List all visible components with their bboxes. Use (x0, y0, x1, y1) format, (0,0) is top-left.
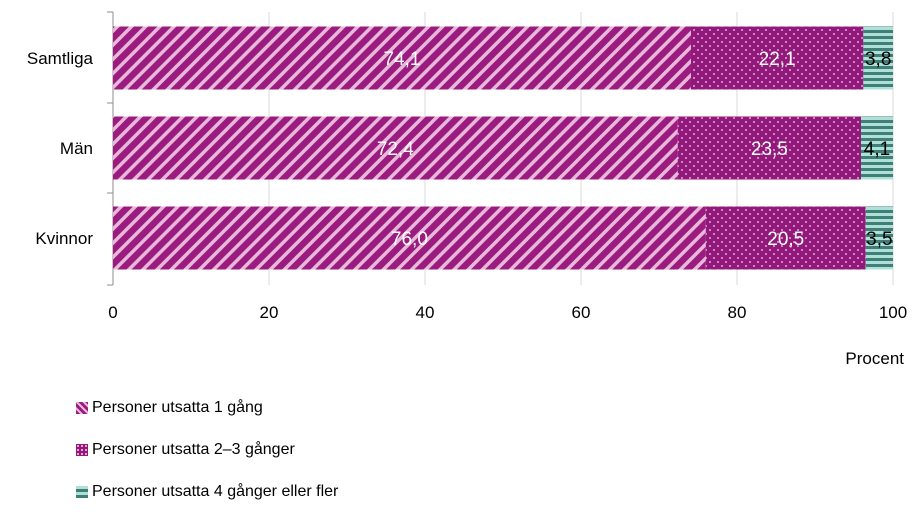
bar-segment (113, 26, 691, 90)
data-label: 20,5 (767, 229, 804, 250)
data-label: 23,5 (751, 139, 788, 160)
chart-svg: 0 20 40 60 80 100 Samtliga Män Kvinnor Procent 74… (27, 11, 907, 368)
bar-segment (113, 206, 706, 270)
x-axis-title: Procent (845, 349, 904, 368)
bar-segment (865, 206, 893, 270)
legend-swatch-diagonal (76, 402, 88, 414)
data-label: 3,8 (865, 49, 891, 70)
chart: 0 20 40 60 80 100 Samtliga Män Kvinnor Procent 74… (27, 11, 907, 500)
x-tick-label: 80 (728, 303, 747, 322)
bar-segment (705, 206, 866, 270)
x-tick-label: 0 (108, 303, 117, 322)
category-label: Samtliga (27, 49, 94, 68)
bar-segment (113, 116, 678, 180)
bar-segment (690, 26, 864, 90)
legend-item-4-plus-times: Personer utsatta 4 gånger eller fler (76, 482, 338, 502)
x-tick-label: 20 (260, 303, 279, 322)
data-label: 4,1 (864, 139, 890, 160)
legend-item-1-time: Personer utsatta 1 gång (76, 398, 338, 418)
data-label: 22,1 (759, 49, 796, 70)
legend-item-2-3-times: Personer utsatta 2–3 gånger (76, 440, 338, 460)
x-tick-label: 40 (416, 303, 435, 322)
data-label: 3,5 (866, 229, 892, 250)
x-tick-label: 60 (572, 303, 591, 322)
legend-label: Personer utsatta 2–3 gånger (92, 441, 295, 458)
data-label: 74,1 (383, 49, 420, 70)
category-label: Kvinnor (35, 229, 93, 248)
data-label: 76,0 (391, 229, 428, 250)
data-label: 72,4 (377, 139, 414, 160)
category-label: Män (60, 139, 93, 158)
legend-label: Personer utsatta 4 gånger eller fler (92, 483, 339, 500)
legend: Personer utsatta 1 gång Personer utsatta… (76, 398, 338, 524)
legend-swatch-hstripe (76, 486, 88, 498)
bar-segment (677, 116, 862, 180)
legend-swatch-dots (76, 444, 88, 456)
x-tick-label: 100 (879, 303, 907, 322)
bar-segment (861, 116, 893, 180)
legend-label: Personer utsatta 1 gång (92, 399, 263, 416)
bar-segment (863, 26, 893, 90)
